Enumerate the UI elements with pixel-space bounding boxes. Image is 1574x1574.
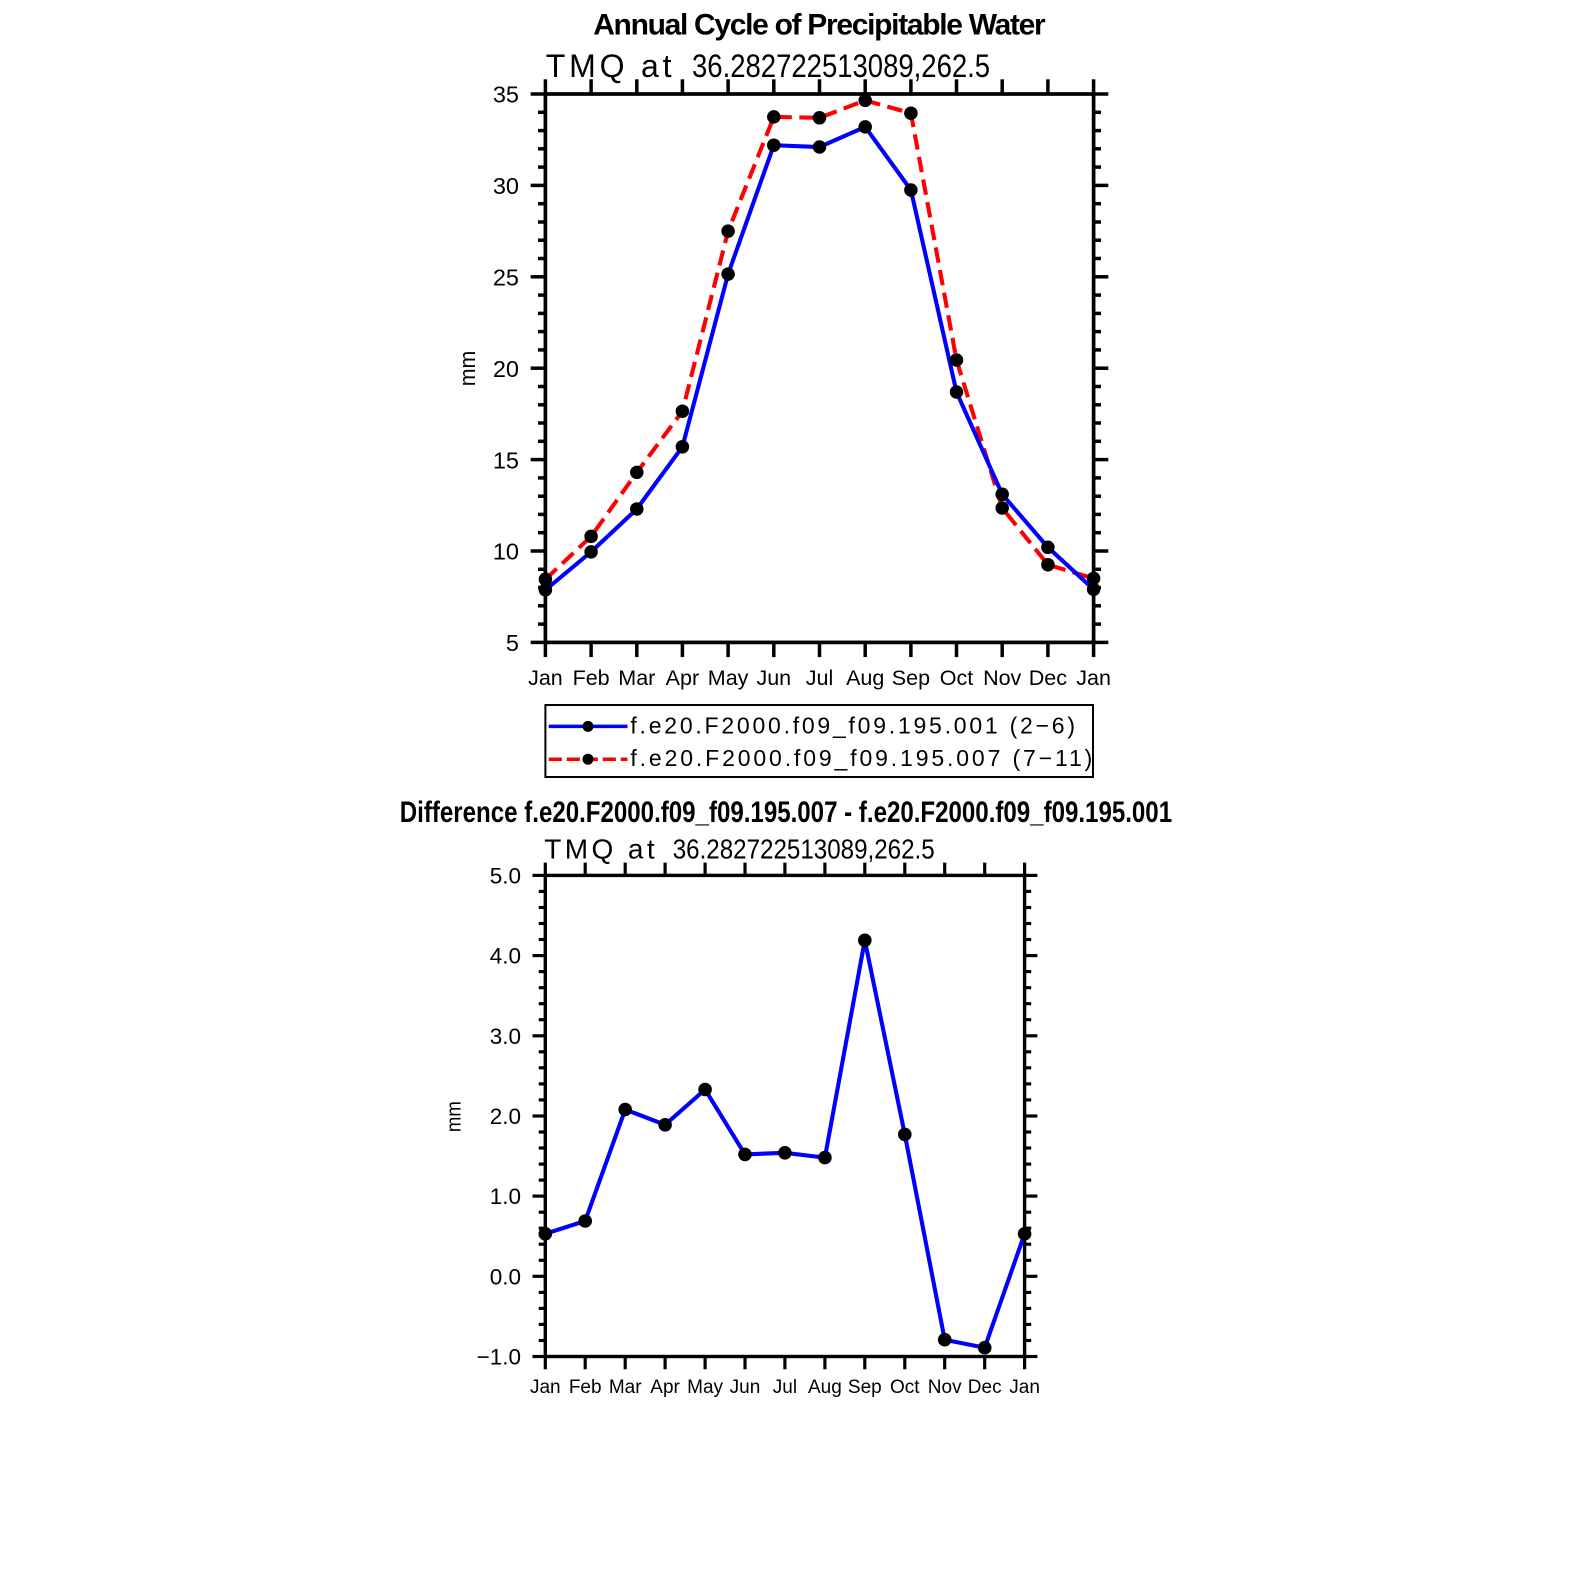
svg-text:−1.0: −1.0: [477, 1345, 521, 1370]
svg-text:May: May: [708, 666, 749, 690]
svg-text:Oct: Oct: [890, 1377, 920, 1398]
svg-text:Apr: Apr: [650, 1377, 680, 1398]
svg-text:Dec: Dec: [1029, 666, 1067, 690]
svg-text:15: 15: [493, 447, 519, 473]
svg-text:Jun: Jun: [756, 666, 791, 690]
svg-text:Annual Cycle of Precipitable W: Annual Cycle of Precipitable Water: [593, 9, 1046, 42]
svg-text:Sep: Sep: [848, 1377, 882, 1398]
svg-text:Feb: Feb: [569, 1377, 602, 1398]
svg-text:25: 25: [493, 265, 519, 291]
svg-text:Jan: Jan: [1009, 1377, 1040, 1398]
svg-text:Sep: Sep: [892, 666, 930, 690]
svg-text:5: 5: [506, 630, 519, 656]
svg-text:35: 35: [493, 82, 519, 108]
svg-text:10: 10: [493, 539, 519, 565]
svg-text:Jul: Jul: [806, 666, 833, 690]
svg-text:f.e20.F2000.f09_f09.195.007 (7: f.e20.F2000.f09_f09.195.007 (7−11): [630, 745, 1092, 771]
svg-text:Mar: Mar: [618, 666, 655, 690]
svg-text:Aug: Aug: [808, 1377, 842, 1398]
svg-text:Oct: Oct: [940, 666, 973, 690]
svg-text:Dec: Dec: [968, 1377, 1002, 1398]
svg-text:Jan: Jan: [1076, 666, 1111, 690]
svg-text:May: May: [687, 1377, 723, 1398]
svg-text:30: 30: [493, 173, 519, 199]
svg-text:Apr: Apr: [666, 666, 699, 690]
svg-text:5.0: 5.0: [490, 864, 521, 889]
svg-text:2.0: 2.0: [490, 1104, 521, 1129]
svg-text:20: 20: [493, 356, 519, 382]
svg-text:Difference f.e20.F2000.f09_f09: Difference f.e20.F2000.f09_f09.195.007 -…: [400, 796, 1172, 829]
svg-text:Jul: Jul: [773, 1377, 797, 1398]
svg-text:Jan: Jan: [530, 1377, 561, 1398]
svg-text:Aug: Aug: [846, 666, 884, 690]
svg-text:Feb: Feb: [573, 666, 610, 690]
svg-text:1.0: 1.0: [490, 1184, 521, 1209]
svg-text:f.e20.F2000.f09_f09.195.001 (2: f.e20.F2000.f09_f09.195.001 (2−6): [630, 712, 1075, 738]
svg-text:0.0: 0.0: [490, 1264, 521, 1289]
svg-text:4.0: 4.0: [490, 944, 521, 969]
svg-text:mm: mm: [455, 351, 480, 387]
svg-text:Nov: Nov: [983, 666, 1021, 690]
svg-text:Mar: Mar: [609, 1377, 642, 1398]
svg-text:Jun: Jun: [730, 1377, 761, 1398]
svg-text:Jan: Jan: [528, 666, 563, 690]
svg-text:3.0: 3.0: [490, 1024, 521, 1049]
svg-text:mm: mm: [444, 1101, 466, 1132]
svg-text:Nov: Nov: [928, 1377, 962, 1398]
